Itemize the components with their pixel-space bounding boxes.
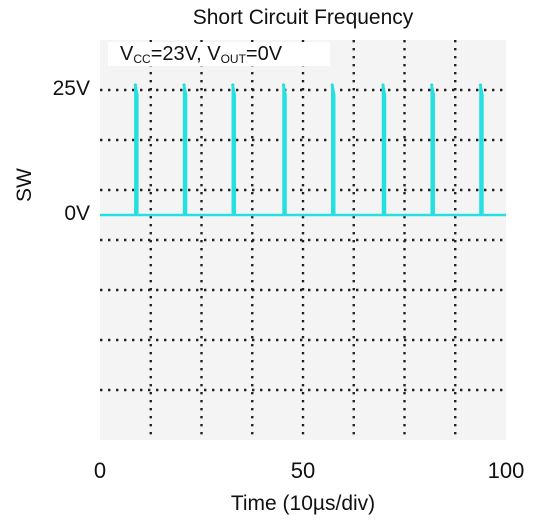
vcc-value: =23V,	[150, 43, 208, 65]
pulse-peak-point	[381, 83, 385, 87]
y-tick-label: 0V	[64, 202, 90, 225]
pulse-peak-point	[231, 83, 235, 87]
y-tick-label: 25V	[52, 77, 90, 100]
plot-area	[100, 40, 506, 440]
grid	[100, 40, 506, 440]
vout-label: V	[207, 43, 221, 65]
x-axis-label: Time (10µs/div)	[230, 492, 376, 515]
vout-subscript: OUT	[220, 52, 246, 66]
x-tick-label: 50	[290, 458, 316, 483]
x-tick-label: 100	[487, 458, 525, 483]
sw-trace-line	[100, 84, 506, 217]
pulse-peak-point	[430, 83, 434, 87]
vcc-subscript: CC	[133, 52, 151, 66]
pulse-peak-point	[330, 83, 334, 87]
y-axis-label: SW	[13, 168, 36, 202]
pulse-peak-point	[182, 83, 186, 87]
x-tick-label: 0	[93, 458, 107, 483]
trace	[100, 83, 506, 217]
condition-label: VCC=23V, VOUT=0V	[108, 42, 330, 66]
vcc-label: V	[120, 43, 134, 65]
pulse-peak-point	[281, 83, 286, 87]
pulse-peak-point	[478, 83, 483, 87]
pulse-peak-point	[133, 83, 137, 87]
vout-value: =0V	[245, 43, 283, 65]
chart-title: Short Circuit Frequency	[192, 6, 414, 29]
